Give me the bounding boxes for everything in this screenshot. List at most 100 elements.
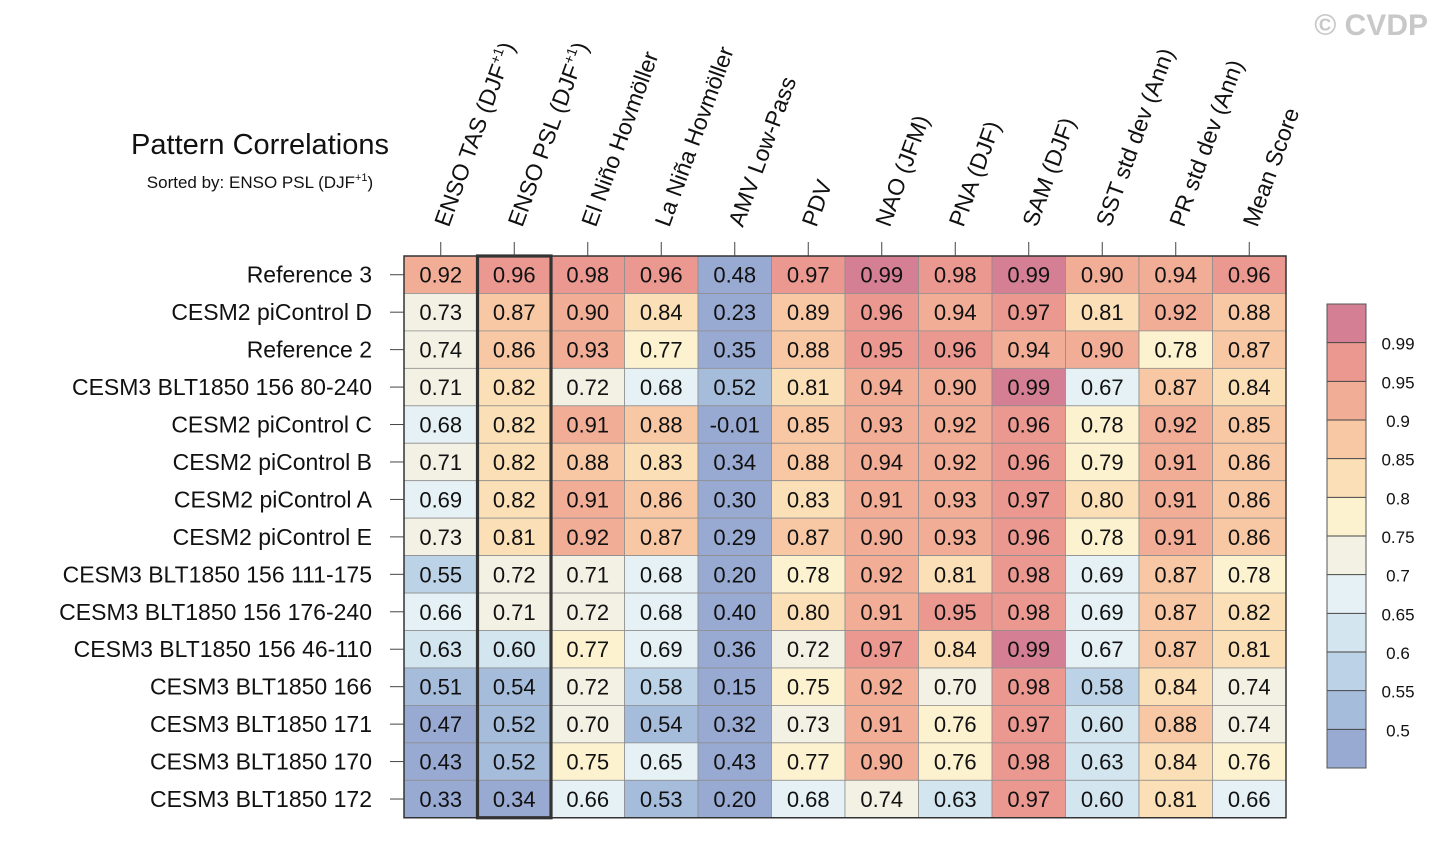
cell-value-label: 0.53 bbox=[640, 787, 683, 812]
heatmap-cell bbox=[771, 293, 846, 332]
colorbar-swatch bbox=[1327, 613, 1366, 652]
heatmap-cell bbox=[1065, 742, 1140, 781]
cell-value-label: 0.98 bbox=[1007, 675, 1050, 700]
cell-value-label: 0.71 bbox=[419, 450, 462, 475]
column-label: PNA (DJF) bbox=[944, 118, 1006, 230]
cell-value-label: 0.88 bbox=[787, 338, 830, 363]
cell-value-label: 0.90 bbox=[566, 300, 609, 325]
cell-value-label: 0.90 bbox=[1081, 338, 1124, 363]
heatmap-cell bbox=[624, 779, 699, 819]
cell-value-label: 0.88 bbox=[1228, 300, 1271, 325]
cell-value-label: 0.87 bbox=[493, 300, 536, 325]
cell-value-label: 0.87 bbox=[1154, 600, 1197, 625]
cell-value-label: 0.91 bbox=[860, 712, 903, 737]
colorbar-label: 0.99 bbox=[1381, 335, 1414, 354]
heatmap-cell bbox=[771, 630, 846, 669]
heatmap-cell bbox=[403, 705, 478, 744]
cell-value-label: 0.69 bbox=[640, 637, 683, 662]
heatmap-cell bbox=[403, 517, 478, 557]
cell-value-label: 0.94 bbox=[860, 375, 903, 400]
heatmap-cell bbox=[918, 555, 993, 594]
column-label: SAM (DJF) bbox=[1017, 114, 1080, 230]
cell-value-label: 0.63 bbox=[1081, 750, 1124, 775]
cell-value-label: 0.60 bbox=[1081, 787, 1124, 812]
column-label: Mean Score bbox=[1238, 104, 1305, 229]
heatmap-cell bbox=[624, 293, 699, 332]
heatmap-cell bbox=[403, 367, 478, 407]
heatmap-cell bbox=[697, 330, 772, 369]
cell-value-label: 0.96 bbox=[1007, 450, 1050, 475]
heatmap-cell bbox=[1212, 705, 1287, 744]
cell-value-label: 0.98 bbox=[1007, 562, 1050, 587]
heatmap-cell bbox=[771, 480, 846, 519]
cell-value-label: 0.98 bbox=[1007, 600, 1050, 625]
colorbar-swatch bbox=[1327, 574, 1366, 614]
heatmap-cell bbox=[477, 592, 552, 631]
colorbar-label: 0.5 bbox=[1386, 721, 1410, 740]
column-label-text: La Niña Hovmöller bbox=[650, 43, 739, 230]
cell-value-label: 0.93 bbox=[934, 487, 977, 512]
colorbar-label: 0.75 bbox=[1381, 528, 1414, 547]
column-label-text: PNA (DJF) bbox=[944, 118, 1006, 230]
heatmap-cell bbox=[1065, 779, 1140, 819]
row-label: CESM2 piControl E bbox=[173, 524, 372, 550]
cell-value-label: 0.63 bbox=[419, 637, 462, 662]
cell-value-label: 0.96 bbox=[860, 300, 903, 325]
cell-value-label: 0.96 bbox=[493, 263, 536, 288]
colorbar-label: 0.65 bbox=[1381, 605, 1414, 624]
cell-value-label: 0.72 bbox=[566, 600, 609, 625]
cell-value-label: 0.97 bbox=[787, 263, 830, 288]
row-label: CESM2 piControl D bbox=[171, 299, 372, 325]
colorbar-label: 0.9 bbox=[1386, 412, 1410, 431]
cell-value-label: 0.63 bbox=[934, 787, 977, 812]
cell-value-label: 0.73 bbox=[419, 525, 462, 550]
cell-value-label: 0.84 bbox=[640, 300, 683, 325]
cell-value-label: 0.71 bbox=[419, 375, 462, 400]
cell-value-label: 0.69 bbox=[1081, 600, 1124, 625]
heatmap-cell bbox=[477, 293, 552, 332]
cell-value-label: 0.74 bbox=[860, 787, 903, 812]
cell-value-label: 0.84 bbox=[934, 637, 977, 662]
heatmap-cell bbox=[918, 405, 993, 444]
heatmap-cell bbox=[697, 293, 772, 332]
cell-value-label: 0.86 bbox=[1228, 525, 1271, 550]
cell-value-label: 0.92 bbox=[860, 675, 903, 700]
cell-value-label: 0.70 bbox=[566, 712, 609, 737]
cell-value-label: 0.51 bbox=[419, 675, 462, 700]
cell-value-label: 0.87 bbox=[1228, 338, 1271, 363]
heatmap-cell bbox=[1212, 330, 1287, 369]
heatmap-cell bbox=[844, 405, 919, 444]
heatmap-cell bbox=[1212, 480, 1287, 519]
cell-value-label: 0.84 bbox=[1228, 375, 1271, 400]
cell-value-label: 0.96 bbox=[1228, 263, 1271, 288]
cell-value-label: 0.91 bbox=[1154, 450, 1197, 475]
cell-value-label: 0.94 bbox=[934, 300, 977, 325]
cell-value-label: 0.77 bbox=[787, 750, 830, 775]
cell-value-label: 0.92 bbox=[1154, 413, 1197, 438]
heatmap-cell bbox=[1212, 442, 1287, 482]
cell-value-label: 0.83 bbox=[787, 487, 830, 512]
cell-value-label: 0.95 bbox=[934, 600, 977, 625]
cell-value-label: 0.77 bbox=[640, 338, 683, 363]
heatmap-cell bbox=[1065, 293, 1140, 332]
cell-value-label: 0.90 bbox=[860, 750, 903, 775]
cell-value-label: 0.99 bbox=[1007, 263, 1050, 288]
heatmap-cell bbox=[1212, 517, 1287, 557]
heatmap-cell bbox=[550, 555, 625, 594]
cell-value-label: 0.58 bbox=[640, 675, 683, 700]
cell-value-label: 0.99 bbox=[1007, 375, 1050, 400]
colorbar-label: 0.7 bbox=[1386, 567, 1410, 586]
heatmap-cell bbox=[697, 742, 772, 781]
heatmap-cell bbox=[624, 742, 699, 781]
cell-value-label: 0.97 bbox=[860, 637, 903, 662]
cell-value-label: 0.68 bbox=[419, 413, 462, 438]
heatmap-cell bbox=[403, 480, 478, 519]
cell-value-label: 0.97 bbox=[1007, 787, 1050, 812]
cell-value-label: 0.78 bbox=[1081, 413, 1124, 438]
cell-value-label: 0.88 bbox=[640, 413, 683, 438]
cell-value-label: 0.80 bbox=[787, 600, 830, 625]
heatmap-cell bbox=[844, 630, 919, 669]
cell-value-label: 0.90 bbox=[934, 375, 977, 400]
colorbar-frame bbox=[1326, 303, 1367, 769]
colorbar-label: 0.95 bbox=[1381, 373, 1414, 392]
